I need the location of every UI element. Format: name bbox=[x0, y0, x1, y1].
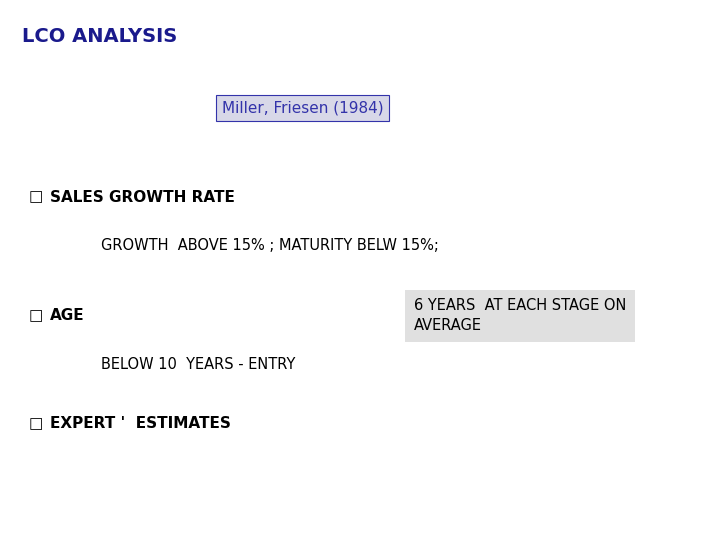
Text: □: □ bbox=[29, 190, 43, 205]
Text: GROWTH  ABOVE 15% ; MATURITY BELW 15%;: GROWTH ABOVE 15% ; MATURITY BELW 15%; bbox=[101, 238, 438, 253]
Text: Miller, Friesen (1984): Miller, Friesen (1984) bbox=[222, 100, 383, 116]
Text: □: □ bbox=[29, 416, 43, 431]
Text: SALES GROWTH RATE: SALES GROWTH RATE bbox=[50, 190, 235, 205]
Text: 6 YEARS  AT EACH STAGE ON
AVERAGE: 6 YEARS AT EACH STAGE ON AVERAGE bbox=[414, 299, 626, 333]
Text: EXPERT '  ESTIMATES: EXPERT ' ESTIMATES bbox=[50, 416, 231, 431]
Text: BELOW 10  YEARS - ENTRY: BELOW 10 YEARS - ENTRY bbox=[101, 357, 295, 372]
Text: □: □ bbox=[29, 308, 43, 323]
Text: LCO ANALYSIS: LCO ANALYSIS bbox=[22, 27, 177, 46]
Text: AGE: AGE bbox=[50, 308, 85, 323]
